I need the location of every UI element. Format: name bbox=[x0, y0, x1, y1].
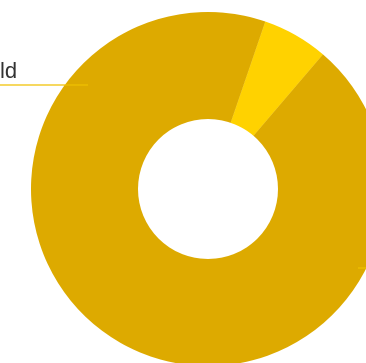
slice-label-old: ld bbox=[0, 58, 17, 83]
annotations-layer: ld bbox=[0, 58, 366, 269]
donut-hole bbox=[138, 119, 278, 259]
